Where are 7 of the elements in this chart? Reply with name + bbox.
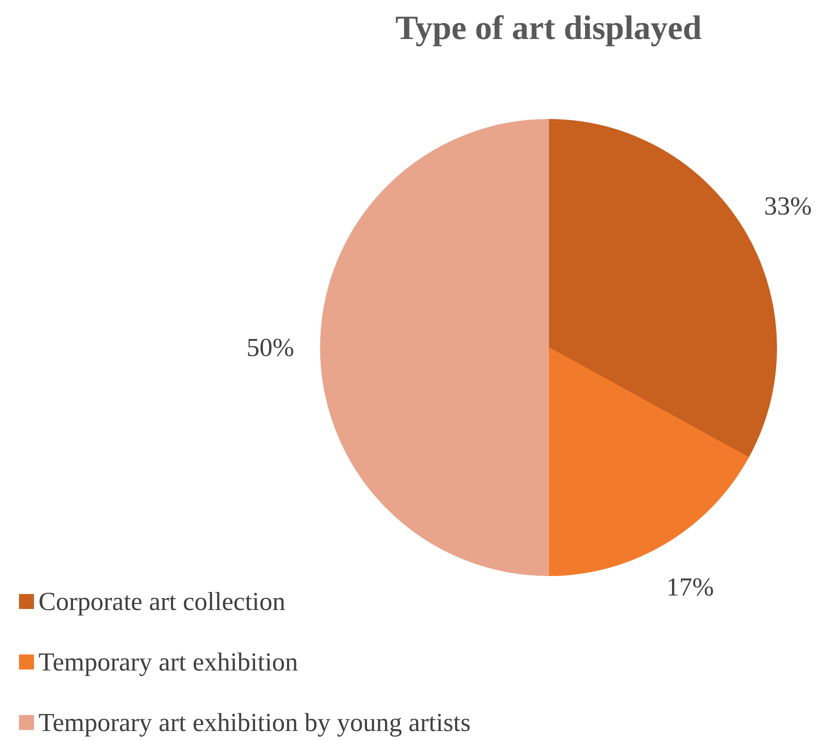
legend-label: Corporate art collection bbox=[38, 587, 286, 616]
data-label: 33% bbox=[764, 191, 812, 220]
legend-label: Temporary art exhibition bbox=[38, 648, 298, 676]
data-label: 50% bbox=[246, 333, 294, 362]
chart-title: Type of art displayed bbox=[395, 10, 702, 47]
data-label: 17% bbox=[666, 572, 714, 602]
legend-label: Temporary art exhibition by young artists bbox=[38, 708, 471, 737]
